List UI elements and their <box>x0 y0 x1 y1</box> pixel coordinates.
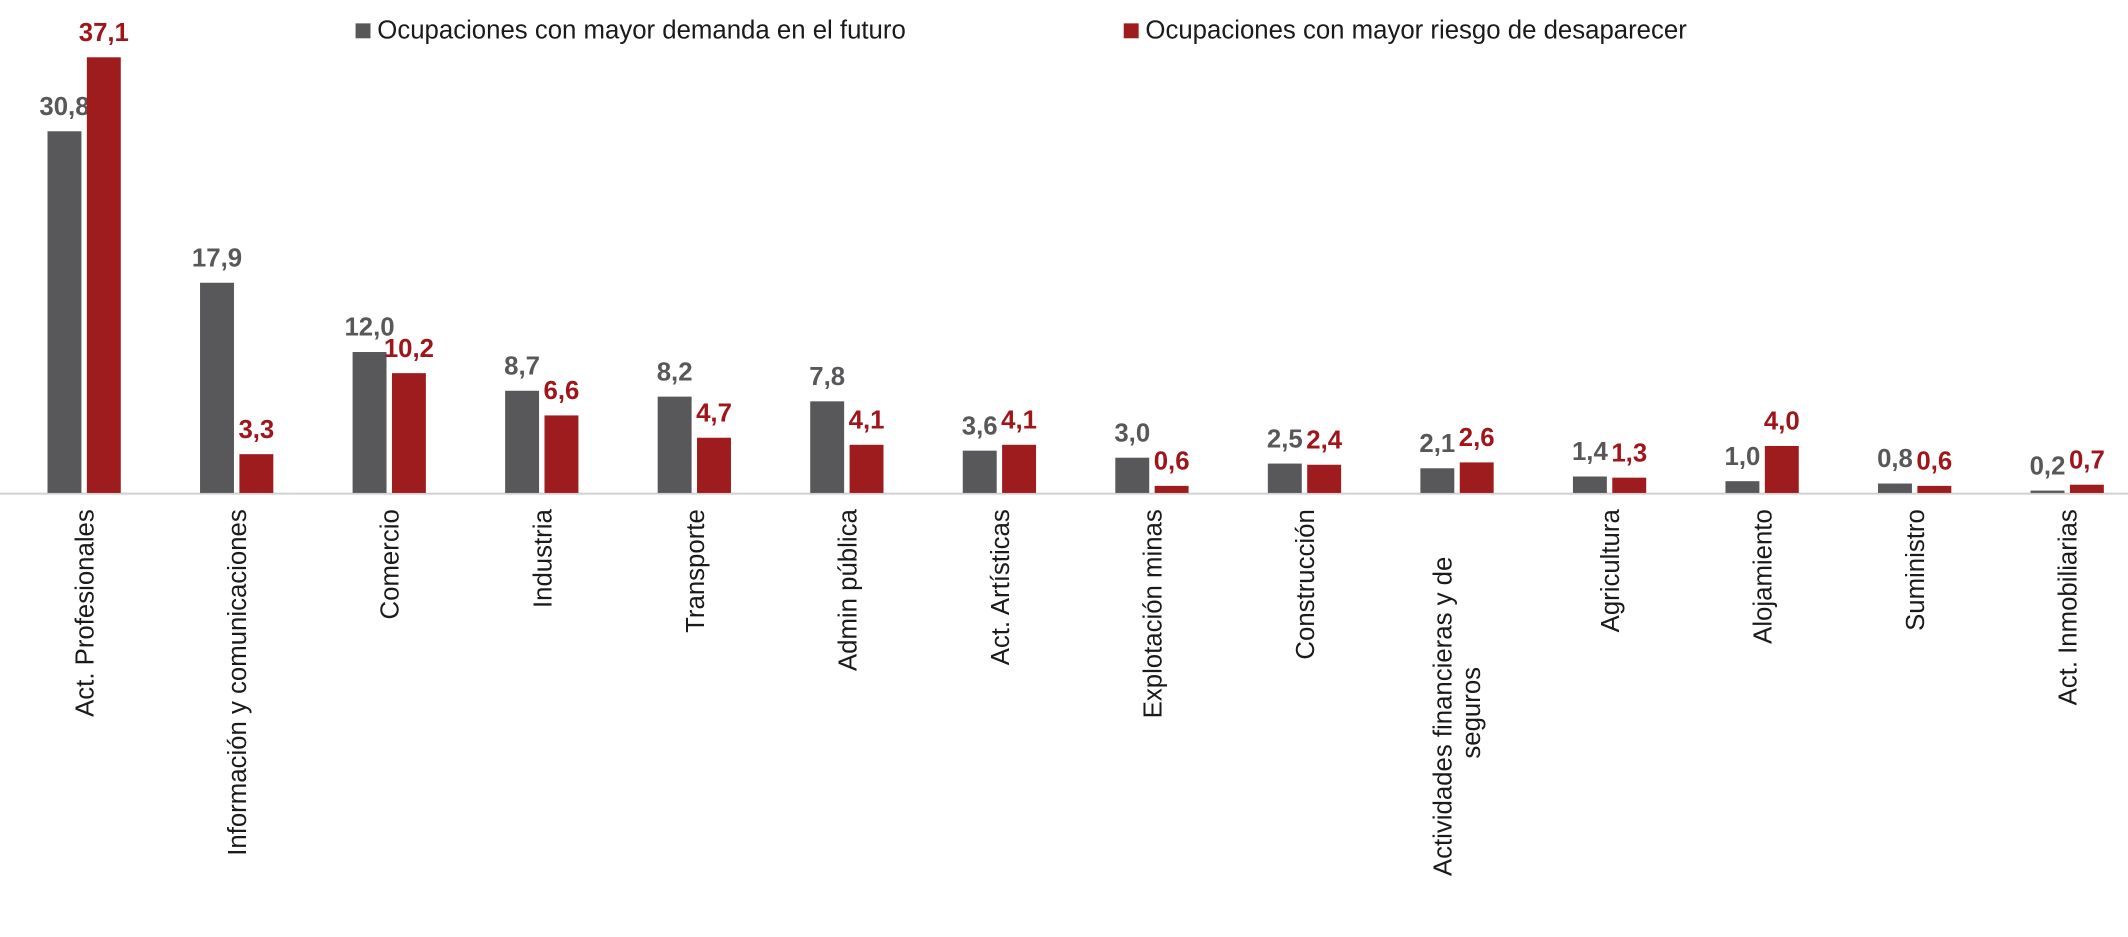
value-label: 3,3 <box>238 416 274 444</box>
bar <box>505 390 540 493</box>
x-tick-label: Transporte <box>682 509 710 633</box>
legend-label: Ocupaciones con mayor demanda en el futu… <box>377 16 906 44</box>
bar <box>1612 477 1647 493</box>
value-label: 17,9 <box>192 244 242 272</box>
x-tick-label: Admin pública <box>834 509 862 672</box>
bar <box>239 454 274 493</box>
bar <box>1917 485 1952 493</box>
x-tick-label: Explotación minas <box>1139 509 1167 718</box>
value-label: 3,6 <box>962 412 998 440</box>
value-label: 10,2 <box>384 335 434 363</box>
value-label: 2,4 <box>1306 426 1342 454</box>
value-label: 0,2 <box>2030 452 2066 480</box>
bar <box>1154 485 1189 493</box>
value-label: 6,6 <box>544 377 580 405</box>
value-label: 1,3 <box>1611 439 1647 467</box>
bar <box>1878 483 1912 493</box>
value-label: 4,0 <box>1764 408 1800 436</box>
x-tick-label: Comercio <box>377 509 405 619</box>
x-tick-label: Act. Artísticas <box>987 509 1015 665</box>
value-label: 8,7 <box>504 352 540 380</box>
bar <box>47 131 82 493</box>
value-label: 7,8 <box>809 363 845 391</box>
value-label: 37,1 <box>79 19 129 47</box>
x-tick-label: Alojamiento <box>1750 509 1778 644</box>
bar <box>1459 462 1494 493</box>
x-tick-label: Act. Profesionales <box>72 509 100 717</box>
bar <box>1725 481 1760 493</box>
bar <box>962 450 997 493</box>
x-tick-label: Información y comunicaciones <box>224 509 252 856</box>
bar <box>1307 464 1342 493</box>
value-label: 4,1 <box>1001 406 1037 434</box>
bar <box>1764 445 1799 493</box>
bar <box>391 373 426 493</box>
x-tick-label: Agricultura <box>1597 509 1625 633</box>
value-label: 0,6 <box>1916 448 1952 476</box>
value-label: 1,4 <box>1572 438 1608 466</box>
legend-label: Ocupaciones con mayor riesgo de desapare… <box>1145 16 1687 44</box>
bar <box>352 352 387 493</box>
value-label: 0,6 <box>1154 448 1190 476</box>
bar <box>1420 468 1455 493</box>
value-label: 2,1 <box>1419 430 1455 458</box>
value-label: 8,2 <box>657 358 693 386</box>
x-tick-label: Act. Inmobiliarias <box>2055 509 2083 705</box>
value-label: 3,0 <box>1114 419 1150 447</box>
bar <box>697 437 731 493</box>
bar <box>1267 463 1302 493</box>
value-label: 30,8 <box>39 93 89 121</box>
bar <box>2030 490 2065 493</box>
value-label: 0,8 <box>1877 445 1913 473</box>
bar <box>657 396 692 493</box>
bar <box>200 282 234 493</box>
value-label: 2,5 <box>1267 425 1303 453</box>
bar <box>1115 457 1150 493</box>
value-label: 2,6 <box>1459 424 1495 452</box>
x-tick-label: Industria <box>529 509 557 608</box>
value-label: 1,0 <box>1725 443 1761 471</box>
legend-swatch <box>355 23 371 39</box>
bar <box>810 401 845 493</box>
bar <box>86 57 121 493</box>
bar <box>2069 484 2104 493</box>
x-tick-label: Suministro <box>1902 509 1930 631</box>
value-label: 12,0 <box>344 314 394 342</box>
bar <box>1572 476 1607 493</box>
bar <box>849 444 884 493</box>
bar <box>544 415 579 493</box>
value-label: 4,1 <box>849 406 885 434</box>
x-tick-label: Construcción <box>1292 509 1320 659</box>
x-tick-label: Actividades financieras y de seguros <box>1430 550 1487 877</box>
value-label: 4,7 <box>696 399 732 427</box>
legend-swatch <box>1123 23 1139 39</box>
bar <box>1002 444 1037 493</box>
value-label: 0,7 <box>2069 446 2105 474</box>
